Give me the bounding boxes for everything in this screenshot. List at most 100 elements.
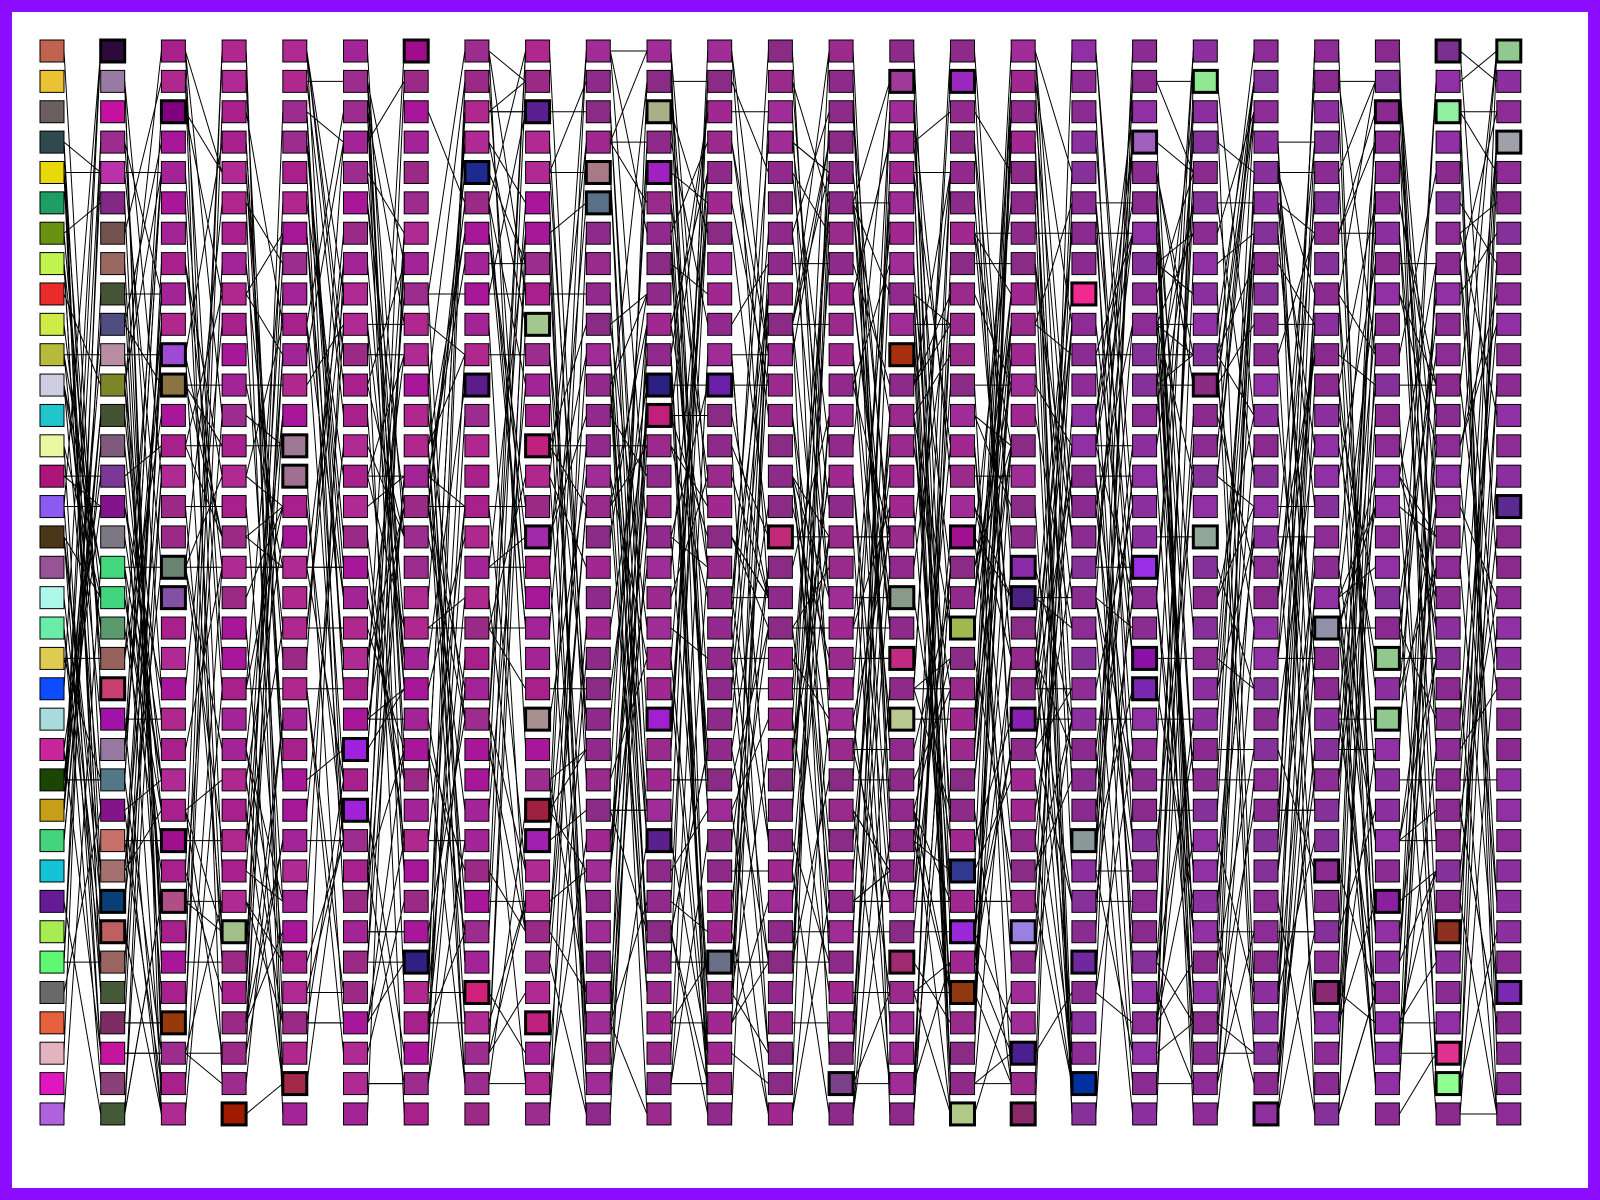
highlighted-node	[827, 1071, 855, 1097]
edge	[1156, 202, 1194, 386]
node-layer	[39, 38, 1523, 1127]
node	[1071, 859, 1097, 883]
node	[950, 403, 975, 427]
edge	[1398, 202, 1437, 386]
node	[585, 403, 611, 427]
edge	[791, 719, 830, 993]
node	[1071, 707, 1097, 731]
node	[707, 464, 733, 488]
node	[646, 1102, 672, 1126]
node	[1253, 252, 1279, 276]
node	[707, 859, 733, 883]
edge	[731, 81, 769, 173]
node	[1132, 39, 1158, 63]
node	[221, 980, 247, 1004]
highlighted-node	[159, 99, 187, 125]
node	[828, 829, 854, 853]
edge	[1459, 627, 1498, 1114]
edge	[549, 658, 587, 1114]
edge	[367, 263, 405, 872]
edge	[184, 81, 223, 1084]
node	[1192, 252, 1218, 276]
highlighted-node	[1009, 554, 1037, 580]
node	[828, 1102, 854, 1126]
edge	[913, 385, 951, 902]
edge	[1338, 506, 1376, 780]
node	[889, 130, 915, 154]
node	[889, 829, 915, 853]
node	[1253, 768, 1279, 792]
node	[282, 221, 308, 245]
node	[403, 312, 429, 336]
node	[707, 160, 733, 184]
node	[1496, 373, 1522, 397]
edge	[124, 567, 162, 902]
node	[1435, 980, 1461, 1004]
node	[1374, 859, 1400, 883]
edge	[670, 658, 709, 1054]
highlighted-node	[1434, 99, 1462, 125]
node	[343, 343, 368, 367]
node	[1314, 100, 1340, 124]
node	[1435, 586, 1461, 610]
node	[828, 525, 854, 549]
edge	[913, 961, 951, 993]
edge	[852, 141, 891, 295]
node	[1314, 1072, 1340, 1096]
edge	[245, 475, 284, 507]
edge	[974, 658, 1012, 872]
node	[767, 69, 793, 93]
node	[343, 282, 368, 306]
edge	[184, 50, 223, 963]
edge	[427, 111, 466, 204]
node	[950, 646, 975, 670]
node	[646, 312, 672, 336]
node	[1435, 464, 1461, 488]
node	[828, 130, 854, 154]
node	[1192, 1011, 1218, 1035]
node	[1192, 980, 1218, 1004]
node	[39, 768, 65, 792]
node	[1435, 373, 1461, 397]
node	[1253, 1011, 1279, 1035]
node	[1374, 738, 1400, 762]
node	[950, 343, 975, 367]
edge	[367, 384, 405, 538]
edge	[609, 415, 648, 477]
edge	[791, 81, 830, 598]
highlighted-node	[888, 68, 916, 94]
node	[1253, 859, 1279, 883]
node	[525, 889, 551, 913]
node	[1374, 403, 1400, 427]
node	[646, 889, 672, 913]
edge	[974, 81, 1012, 780]
node	[1496, 798, 1522, 822]
edge	[1277, 202, 1316, 598]
edge	[427, 445, 466, 1023]
edge	[1459, 688, 1498, 750]
edge	[1459, 597, 1498, 811]
node	[221, 829, 247, 853]
node	[403, 130, 429, 154]
node	[950, 130, 975, 154]
node	[39, 859, 65, 883]
node	[1253, 495, 1279, 519]
edge	[609, 50, 648, 537]
edge	[1459, 50, 1498, 386]
node	[1435, 859, 1461, 883]
edge	[791, 840, 830, 963]
node	[282, 373, 308, 397]
node	[1253, 312, 1279, 336]
edge	[731, 50, 769, 598]
node	[1132, 100, 1158, 124]
edge	[1459, 111, 1498, 264]
node	[1496, 889, 1522, 913]
highlighted-node	[1495, 979, 1523, 1005]
node	[39, 160, 65, 184]
node	[1435, 1011, 1461, 1035]
node	[343, 646, 368, 670]
node	[1071, 980, 1097, 1004]
node	[707, 677, 733, 701]
node	[1253, 920, 1279, 944]
